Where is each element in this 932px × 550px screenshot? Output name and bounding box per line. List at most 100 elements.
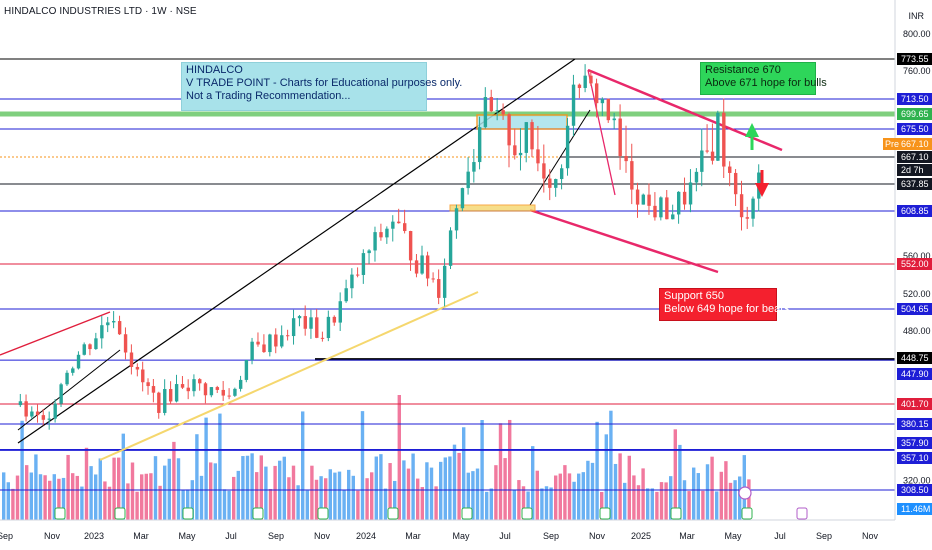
candle-body bbox=[414, 260, 419, 274]
volume-bar bbox=[158, 485, 162, 520]
candle-body bbox=[733, 172, 738, 195]
price-level-label: 667.10 bbox=[901, 139, 929, 149]
volume-bar bbox=[696, 473, 700, 520]
volume-bar bbox=[646, 488, 650, 520]
volume-bar bbox=[724, 461, 728, 520]
candle-body bbox=[94, 338, 98, 350]
price-level-label: 357.90 bbox=[901, 438, 929, 448]
volume-bar bbox=[255, 472, 259, 520]
candle-body bbox=[676, 191, 681, 215]
candle-body bbox=[221, 389, 225, 396]
candle-body bbox=[344, 288, 348, 302]
candle-body bbox=[215, 387, 220, 390]
candle-body bbox=[618, 118, 622, 157]
price-level-badge bbox=[897, 303, 932, 315]
volume-bar bbox=[20, 420, 24, 520]
x-tick-label: Mar bbox=[405, 531, 421, 541]
volume-bar bbox=[733, 480, 737, 520]
volume-bar bbox=[89, 466, 93, 520]
volume-bar bbox=[144, 473, 148, 520]
candle-body bbox=[227, 395, 231, 397]
volume-bar bbox=[623, 482, 627, 520]
price-level-label: 448.75 bbox=[901, 353, 929, 363]
candle-body bbox=[385, 228, 389, 238]
volume-bar bbox=[333, 472, 337, 520]
volume-bar bbox=[273, 465, 277, 520]
price-level-badge bbox=[897, 368, 932, 380]
volume-bar bbox=[61, 477, 66, 520]
price-level-badge bbox=[897, 123, 932, 135]
volume-bar bbox=[103, 481, 107, 520]
price-level-label: 699.65 bbox=[901, 109, 929, 119]
candle-body bbox=[59, 384, 63, 404]
candle-body bbox=[671, 214, 675, 220]
x-tick-label: May bbox=[452, 531, 470, 541]
volume-bar bbox=[705, 464, 710, 520]
volume-bar bbox=[618, 453, 622, 520]
candle-body bbox=[41, 415, 46, 420]
y-tick-label: 520.00 bbox=[903, 289, 931, 299]
volume-bar bbox=[581, 472, 585, 520]
candle-body bbox=[571, 84, 576, 126]
earnings-marker-icon bbox=[599, 507, 611, 520]
candle-body bbox=[157, 392, 161, 413]
volume-bar bbox=[351, 475, 355, 520]
candle-body bbox=[320, 337, 325, 339]
volume-bar bbox=[6, 482, 10, 520]
volume-bar bbox=[232, 476, 236, 520]
candle-body bbox=[203, 383, 208, 396]
volume-bar bbox=[287, 477, 291, 520]
volume-bar bbox=[715, 491, 719, 520]
volume-bar bbox=[462, 427, 466, 520]
note-line: HINDALCO bbox=[186, 64, 243, 76]
x-tick-label: 2023 bbox=[84, 531, 104, 541]
trend-line bbox=[99, 291, 479, 461]
y-tick-label: 480.00 bbox=[903, 326, 931, 336]
candle-body bbox=[151, 386, 156, 393]
volume-bar bbox=[121, 433, 125, 520]
volume-bar bbox=[406, 468, 411, 520]
price-level-label: 713.50 bbox=[901, 94, 929, 104]
volume-bar bbox=[738, 476, 742, 520]
resistance-note: Resistance 670 Above 671 hope for bulls bbox=[700, 62, 827, 95]
candle-body bbox=[577, 84, 582, 88]
candle-body bbox=[303, 316, 307, 329]
candle-body bbox=[18, 401, 23, 406]
x-tick-label: Jul bbox=[225, 531, 237, 541]
volume-bar bbox=[126, 483, 130, 520]
note-line: Above 671 hope for bulls bbox=[705, 77, 827, 89]
volume-bar bbox=[84, 447, 89, 520]
note-line: V TRADE POINT - Charts for Educational p… bbox=[186, 77, 463, 89]
price-level-badge bbox=[897, 418, 932, 430]
volume-bar bbox=[439, 461, 443, 520]
earnings-marker-icon bbox=[521, 507, 533, 520]
candle-body bbox=[391, 221, 395, 229]
volume-bar bbox=[264, 466, 268, 520]
earnings-marker-icon bbox=[114, 507, 126, 520]
volume-bar bbox=[494, 465, 498, 520]
candle-body bbox=[460, 188, 465, 209]
volume-bar bbox=[94, 474, 98, 520]
candle-body bbox=[518, 152, 523, 156]
earnings-marker-icon bbox=[741, 507, 753, 520]
x-tick-label: Nov bbox=[862, 531, 879, 541]
note-line: Below 649 hope for bears bbox=[664, 303, 790, 315]
trend-line bbox=[529, 109, 591, 206]
earnings-marker-icon bbox=[670, 507, 682, 520]
candle-body bbox=[559, 168, 564, 180]
candle-body bbox=[355, 274, 360, 276]
price-level-label: 380.15 bbox=[901, 419, 929, 429]
volume-bar bbox=[687, 491, 691, 520]
volume-bar bbox=[590, 462, 595, 520]
volume-bar bbox=[181, 489, 185, 520]
candle-body bbox=[338, 301, 342, 323]
volume-bar bbox=[75, 475, 79, 520]
highlight-box bbox=[476, 114, 568, 130]
candle-body bbox=[466, 171, 470, 189]
candle-body bbox=[65, 372, 69, 385]
earnings-marker-icon bbox=[796, 507, 808, 520]
candle-body bbox=[507, 114, 511, 146]
chart-title: HINDALCO INDUSTRIES LTD · 1W · NSE bbox=[4, 6, 197, 17]
price-level-badge bbox=[897, 93, 932, 105]
